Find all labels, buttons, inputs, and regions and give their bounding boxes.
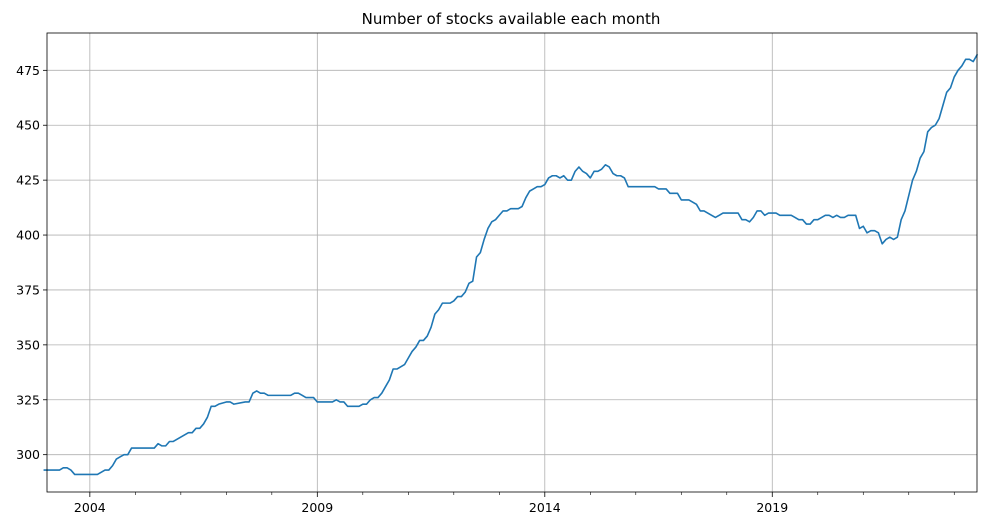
y-tick-label: 400: [16, 228, 40, 243]
y-tick-label: 375: [16, 282, 40, 297]
y-tick-label: 300: [16, 447, 40, 462]
chart-title: Number of stocks available each month: [362, 10, 661, 28]
axes: [43, 32, 978, 497]
y-tick-label: 425: [16, 173, 40, 188]
x-tick-label: 2009: [301, 500, 333, 515]
plot-frame: [46, 32, 978, 493]
grid-lines: [47, 33, 977, 492]
series-layer: [43, 53, 979, 476]
x-tick-label: 2004: [74, 500, 106, 515]
x-tick-label: 2019: [756, 500, 788, 515]
y-tick-label: 450: [16, 118, 40, 133]
y-tick-label: 325: [16, 392, 40, 407]
y-tick-label: 475: [16, 63, 40, 78]
x-tick-label: 2014: [529, 500, 561, 515]
tick-labels: 300 325 350 375 400 425 450 475 2004 2009 2014 2019: [16, 63, 788, 515]
series-line: [43, 53, 979, 476]
y-tick-label: 350: [16, 337, 40, 352]
